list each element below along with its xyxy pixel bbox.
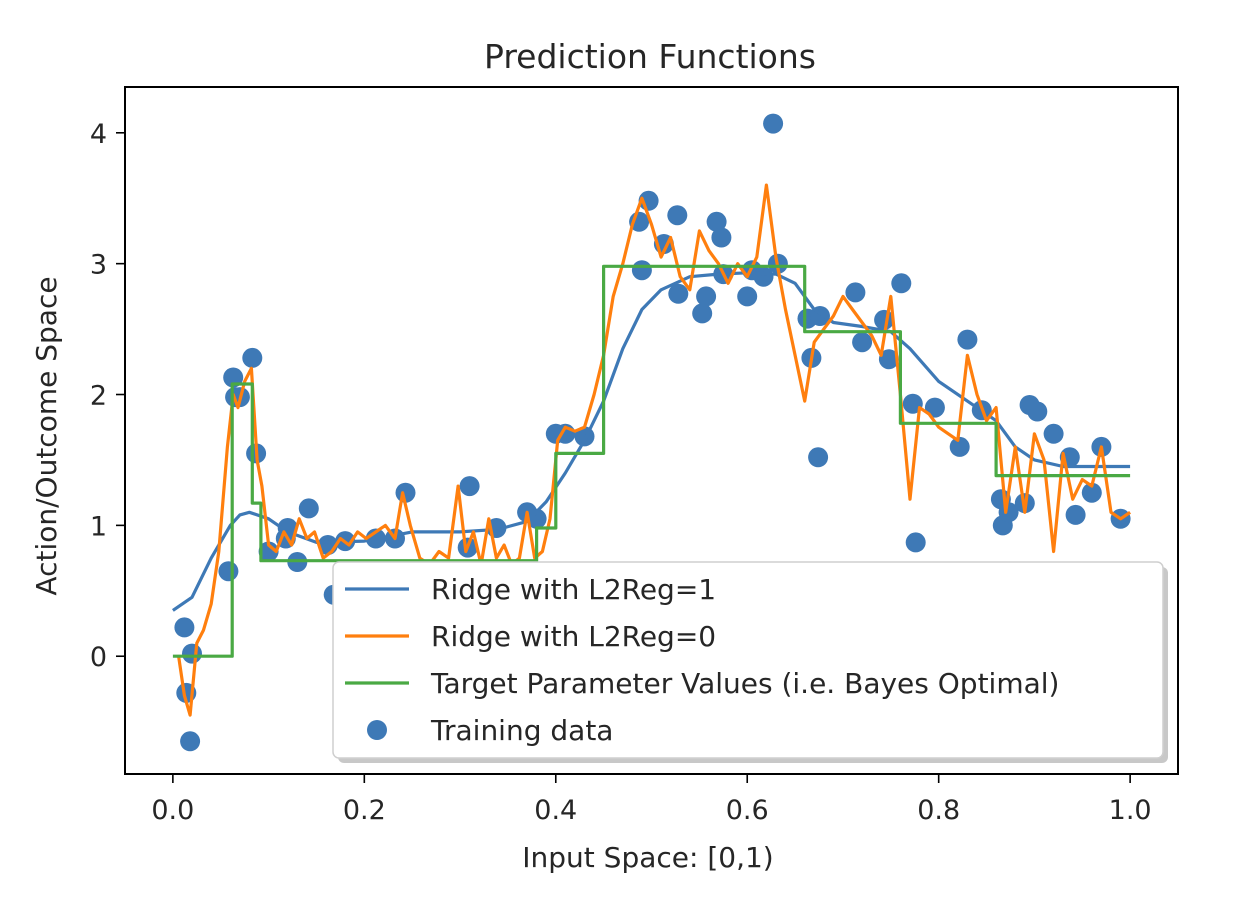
x-axis-label: Input Space: [0,1) xyxy=(522,841,773,874)
data-point xyxy=(763,113,784,134)
legend-swatch xyxy=(367,720,387,740)
data-point xyxy=(1027,401,1048,422)
plot-area xyxy=(171,113,1132,752)
data-point xyxy=(667,205,688,226)
data-point xyxy=(998,502,1019,523)
chart-title: Prediction Functions xyxy=(484,37,816,76)
y-tick-label: 0 xyxy=(90,642,107,673)
x-tick-label: 0.0 xyxy=(151,795,194,826)
data-point xyxy=(891,273,912,294)
x-tick-label: 1.0 xyxy=(1109,795,1152,826)
data-point xyxy=(852,332,873,353)
data-point xyxy=(845,282,866,303)
data-point xyxy=(696,286,717,307)
data-point xyxy=(1043,423,1064,444)
data-point xyxy=(753,266,774,287)
data-point xyxy=(878,349,899,370)
y-axis-label: Action/Outcome Space xyxy=(30,276,63,595)
data-point xyxy=(174,617,195,638)
data-point xyxy=(711,227,732,248)
data-point xyxy=(218,561,239,582)
data-point xyxy=(258,541,279,562)
legend-box xyxy=(332,561,1164,759)
data-point xyxy=(924,397,945,418)
data-point xyxy=(242,347,263,368)
legend-label: Target Parameter Values (i.e. Bayes Opti… xyxy=(430,667,1059,700)
data-point xyxy=(692,303,713,324)
y-tick-label: 2 xyxy=(90,381,107,412)
data-point xyxy=(1065,504,1086,525)
y-tick-label: 4 xyxy=(90,119,107,150)
data-point xyxy=(808,447,829,468)
legend-label: Ridge with L2Reg=0 xyxy=(431,620,716,653)
x-axis: 0.0 0.2 0.4 0.6 0.8 1.0 xyxy=(151,774,1152,826)
data-point xyxy=(668,283,689,304)
data-point xyxy=(298,498,319,519)
y-tick-label: 1 xyxy=(90,511,107,542)
x-tick-label: 0.4 xyxy=(534,795,577,826)
data-point xyxy=(459,476,480,497)
legend-label: Training data xyxy=(430,714,613,747)
data-point xyxy=(1081,482,1102,503)
legend: Ridge with L2Reg=1 Ridge with L2Reg=0 Targ… xyxy=(332,561,1168,763)
data-point xyxy=(631,260,652,281)
data-point xyxy=(737,286,758,307)
data-point xyxy=(180,731,201,752)
data-point xyxy=(957,329,978,350)
data-point xyxy=(182,643,202,664)
axes-frame xyxy=(124,86,1179,775)
x-tick-label: 0.6 xyxy=(726,795,769,826)
data-point xyxy=(905,532,926,553)
line-series-2 xyxy=(177,183,1132,717)
x-tick-label: 0.2 xyxy=(343,795,386,826)
y-axis: 0 1 2 3 4 xyxy=(90,119,125,673)
line-series-3 xyxy=(172,264,1131,658)
legend-label: Ridge with L2Reg=1 xyxy=(431,573,716,606)
line-series-1 xyxy=(171,271,1131,612)
data-point xyxy=(706,211,727,232)
y-tick-label: 3 xyxy=(90,250,107,281)
data-point xyxy=(526,508,547,529)
data-point xyxy=(949,436,970,457)
x-tick-label: 0.8 xyxy=(917,795,960,826)
